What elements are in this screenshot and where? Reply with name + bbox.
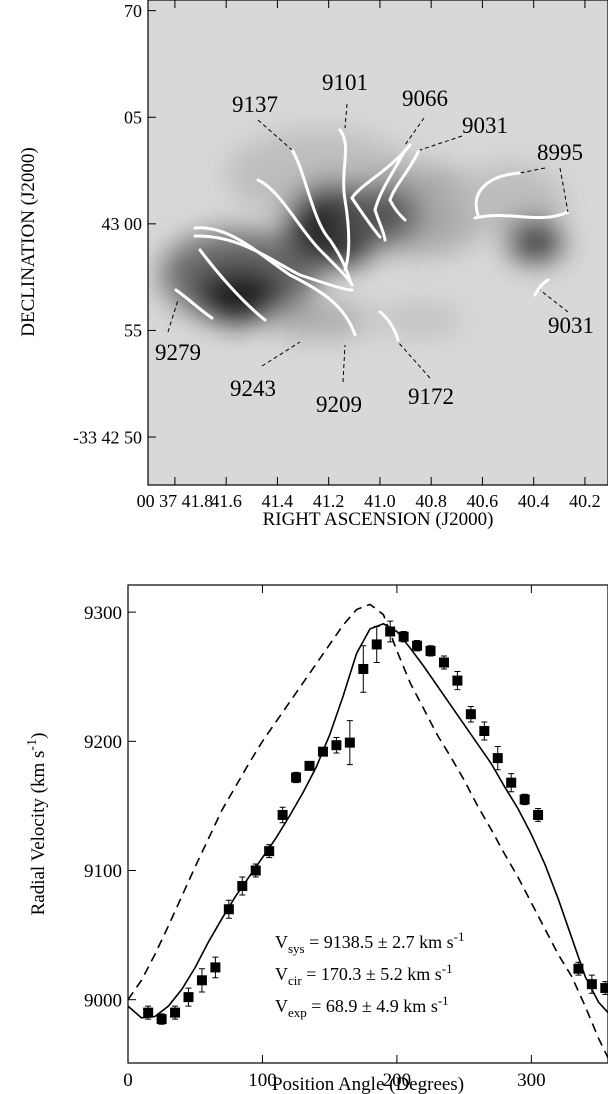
- annotation-superscript: -1: [438, 993, 449, 1008]
- data-point: [237, 881, 247, 891]
- annotation: Vexp = 68.9 ± 4.9 km s-1: [275, 993, 449, 1020]
- y-axis-title: DECLINATION (J2000): [18, 147, 39, 336]
- data-point: [251, 866, 261, 876]
- map-image: [148, 0, 608, 485]
- annotation-subscript: sys: [288, 941, 305, 956]
- data-point: [184, 992, 194, 1002]
- data-point: [318, 747, 328, 757]
- x-tick-label: 40.6: [467, 491, 499, 511]
- y-tick-label: 9200: [84, 732, 122, 753]
- data-point: [358, 664, 368, 674]
- contour-label: 9172: [408, 384, 454, 409]
- data-point: [520, 794, 530, 804]
- model-line: [128, 624, 608, 1018]
- contour-label: 9031: [462, 113, 508, 138]
- annotation-superscript: -1: [442, 961, 453, 976]
- data-point: [224, 904, 234, 914]
- data-point: [210, 962, 220, 972]
- annotation-text: = 9138.5 ± 2.7 km s: [305, 932, 454, 952]
- data-point: [264, 846, 274, 856]
- plot-frame: [128, 585, 608, 1063]
- x-tick-label: 200: [383, 1070, 412, 1091]
- data-point: [399, 632, 409, 642]
- contour-label: 9279: [155, 340, 201, 365]
- contour-label: 9137: [232, 92, 278, 117]
- data-point: [278, 810, 288, 820]
- data-point: [372, 639, 382, 649]
- x-axis-title: Position Angle (Degrees): [272, 1074, 464, 1094]
- y-tick-label: 9000: [84, 990, 122, 1011]
- y-tick-label: 70: [124, 1, 142, 21]
- data-point: [157, 1014, 167, 1024]
- x-tick-label: 41.6: [210, 491, 242, 511]
- x-tick-label: 0: [123, 1070, 133, 1091]
- annotation-text: = 68.9 ± 4.9 km s: [307, 996, 438, 1016]
- data-point: [587, 979, 597, 989]
- x-axis-title: RIGHT ASCENSION (J2000): [263, 509, 494, 530]
- annotation-text: = 170.3 ± 5.2 km s: [302, 964, 442, 984]
- x-tick-label: 300: [517, 1070, 546, 1091]
- annotation-subscript: cir: [288, 973, 302, 988]
- data-point: [291, 772, 301, 782]
- annotation-symbol: V: [275, 996, 288, 1016]
- contour-label: 9101: [322, 70, 368, 95]
- x-tick-label: 00 37 41.8: [137, 491, 214, 511]
- x-tick-label: 40.2: [569, 491, 601, 511]
- y-title-sup: -1: [25, 739, 40, 751]
- y-tick-label: 9300: [84, 603, 122, 624]
- data-point: [600, 983, 608, 993]
- data-point: [305, 761, 315, 771]
- annotation-symbol: V: [275, 964, 288, 984]
- y-tick-label: -33 42 50: [73, 427, 142, 447]
- x-tick-label: 40.4: [518, 491, 550, 511]
- y-tick-label: 43 00: [102, 214, 143, 234]
- annotation-superscript: -1: [454, 929, 465, 944]
- x-tick-label: 41.4: [262, 491, 294, 511]
- data-point: [345, 738, 355, 748]
- data-point: [170, 1008, 180, 1018]
- contour-label: 9031: [548, 313, 594, 338]
- data-point: [479, 726, 489, 736]
- annotation-subscript: exp: [288, 1005, 307, 1020]
- data-point: [385, 627, 395, 637]
- contour-label: 9243: [230, 376, 276, 401]
- contour-label: 8995: [537, 140, 583, 165]
- y-title-end: ): [28, 733, 49, 739]
- x-tick-label: 41.2: [313, 491, 345, 511]
- x-tick-label: 100: [248, 1070, 277, 1091]
- data-point: [452, 676, 462, 686]
- data-point: [439, 658, 449, 668]
- y-title-text: Radial Velocity (km s: [28, 751, 49, 916]
- contour-label: 9066: [402, 86, 448, 111]
- y-axis-title: Radial Velocity (km s-1): [25, 733, 49, 916]
- data-point: [426, 646, 436, 656]
- annotation: Vcir = 170.3 ± 5.2 km s-1: [275, 961, 453, 988]
- data-point: [533, 810, 543, 820]
- data-point: [412, 641, 422, 651]
- figure: 9137 9101 9066 9031 8995 9279 9243 9209 …: [0, 0, 608, 1094]
- plot-area: [128, 604, 608, 1057]
- annotation-symbol: V: [275, 932, 288, 952]
- y-tick-label: 05: [124, 108, 142, 128]
- x-tick-label: 41.0: [364, 491, 396, 511]
- data-point: [331, 740, 341, 750]
- data-point: [506, 778, 516, 788]
- contour-label: 9209: [316, 392, 362, 417]
- data-point: [573, 964, 583, 974]
- x-tick-label: 40.8: [415, 491, 447, 511]
- y-tick-label: 55: [124, 321, 142, 341]
- data-point: [493, 753, 503, 763]
- y-tick-label: 9100: [84, 861, 122, 882]
- data-point: [143, 1008, 153, 1018]
- data-point: [466, 709, 476, 719]
- data-point: [197, 975, 207, 985]
- annotation: Vsys = 9138.5 ± 2.7 km s-1: [275, 929, 465, 956]
